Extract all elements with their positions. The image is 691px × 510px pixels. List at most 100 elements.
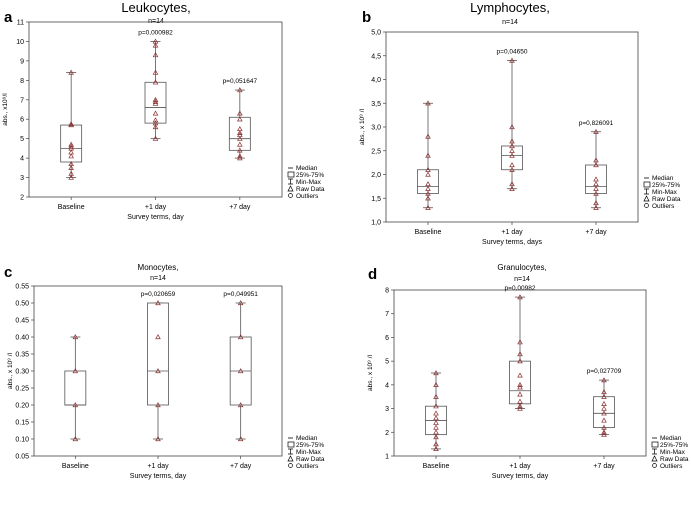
raw-data-point	[517, 391, 523, 397]
x-tick-label: Baseline	[58, 204, 85, 211]
raw-data-point	[433, 415, 439, 421]
y-tick-label: 10	[16, 39, 24, 46]
raw-data-point	[601, 424, 607, 430]
iqr-box	[593, 396, 615, 428]
y-tick-label: 4	[20, 156, 24, 163]
y-tick-label: 9	[20, 58, 24, 65]
raw-data-point	[152, 38, 159, 44]
legend-raw-swatch	[287, 185, 294, 192]
iqr-box	[585, 164, 607, 194]
box-2: p=0,000982	[138, 29, 173, 141]
y-tick-label: 1,5	[371, 196, 381, 203]
legend-box-swatch	[643, 181, 651, 188]
y-tick-label: 1,0	[371, 220, 381, 227]
raw-data-point	[433, 434, 439, 440]
box-1	[417, 100, 439, 210]
raw-data-point	[433, 445, 439, 451]
raw-data-point	[68, 149, 74, 155]
chart-subtitle: n=14	[150, 275, 166, 282]
y-tick-label: 3	[385, 406, 389, 413]
raw-data-point	[425, 181, 431, 187]
raw-data-point	[509, 152, 515, 158]
y-tick-label: 2,5	[371, 148, 381, 155]
raw-data-point	[433, 403, 439, 409]
y-tick-label: 4	[385, 382, 389, 389]
raw-data-point	[72, 402, 79, 408]
y-axis-label: abs., x10⁹/l	[2, 93, 9, 126]
raw-data-point	[237, 402, 244, 408]
iqr-box	[144, 81, 167, 124]
raw-data-point	[509, 143, 515, 149]
x-tick-label: +7 day	[585, 229, 607, 236]
box-1	[64, 334, 87, 442]
y-tick-label: 0.45	[15, 318, 29, 325]
raw-data-point	[425, 171, 431, 177]
raw-data-point	[237, 147, 243, 153]
legend-label-whisker: Min-Max	[296, 179, 322, 186]
raw-data-point	[152, 124, 159, 130]
x-tick-label: +1 day	[147, 463, 169, 470]
raw-data-point	[509, 124, 515, 130]
raw-data-point	[601, 431, 607, 437]
raw-data-point	[152, 52, 159, 58]
raw-data-point	[433, 370, 439, 376]
raw-data-point	[517, 351, 523, 357]
raw-data-point	[155, 334, 161, 340]
raw-data-point	[517, 384, 523, 390]
legend-outlier-swatch	[288, 463, 293, 468]
legend-outlier-swatch	[288, 193, 293, 198]
y-tick-label: 0.25	[15, 386, 29, 393]
legend-raw-swatch	[643, 195, 650, 202]
legend-label-whisker: Min-Max	[296, 449, 322, 456]
legend-label-outliers: Outliers	[660, 463, 683, 470]
legend-label-raw: Raw Data	[660, 456, 689, 463]
chart-subtitle: n=14	[502, 19, 518, 26]
y-tick-label: 2	[385, 430, 389, 437]
raw-data-point	[152, 117, 159, 123]
raw-data-point	[68, 122, 74, 128]
raw-data-point	[593, 190, 599, 196]
box-2: p=0,04650	[497, 49, 528, 191]
raw-data-point	[152, 110, 159, 116]
raw-data-point	[68, 174, 74, 180]
raw-data-point	[237, 110, 243, 116]
y-axis-label: abs., x 10⁹ /l	[367, 354, 374, 391]
raw-data-point	[433, 393, 439, 399]
chart-title: Lymphocytes,	[470, 0, 550, 15]
chart-title: Monocytes,	[138, 263, 179, 272]
iqr-box	[64, 370, 87, 406]
panel-letter: d	[368, 266, 377, 283]
p-value-label: p=0,051647	[223, 78, 258, 85]
y-tick-label: 4,5	[371, 53, 381, 60]
y-tick-label: 0.30	[15, 369, 29, 376]
legend-label-box: 25%-75%	[660, 442, 688, 449]
raw-data-point	[593, 157, 599, 163]
raw-data-point	[593, 200, 599, 206]
legend-outlier-swatch	[652, 463, 657, 468]
p-value-label: p=0,826091	[579, 120, 614, 127]
box-3: p=0,826091	[579, 120, 614, 210]
raw-data-point	[237, 87, 243, 93]
iqr-box	[147, 302, 169, 406]
raw-data-point	[152, 69, 159, 75]
raw-data-point	[425, 185, 431, 191]
raw-data-point	[152, 135, 159, 141]
y-tick-label: 11	[17, 20, 24, 27]
raw-data-point	[517, 358, 523, 364]
y-tick-label: 8	[20, 78, 24, 85]
legend-whisker-swatch	[652, 448, 657, 455]
raw-data-point	[601, 410, 607, 416]
chart-subtitle: n=14	[148, 18, 164, 25]
p-value-label: p=0,027709	[587, 368, 622, 375]
raw-data-point	[152, 120, 159, 126]
raw-data-point	[68, 153, 74, 159]
x-axis-label: Survey terms, day	[127, 214, 184, 221]
raw-data-point	[425, 195, 431, 201]
raw-data-point	[601, 377, 607, 383]
raw-data-point	[593, 128, 599, 134]
p-value-label: p=0,000982	[138, 29, 173, 36]
legend-label-outliers: Outliers	[652, 203, 675, 210]
y-tick-label: 4,0	[371, 77, 381, 84]
y-tick-label: 5	[20, 136, 24, 143]
x-tick-label: +7 day	[229, 204, 251, 211]
